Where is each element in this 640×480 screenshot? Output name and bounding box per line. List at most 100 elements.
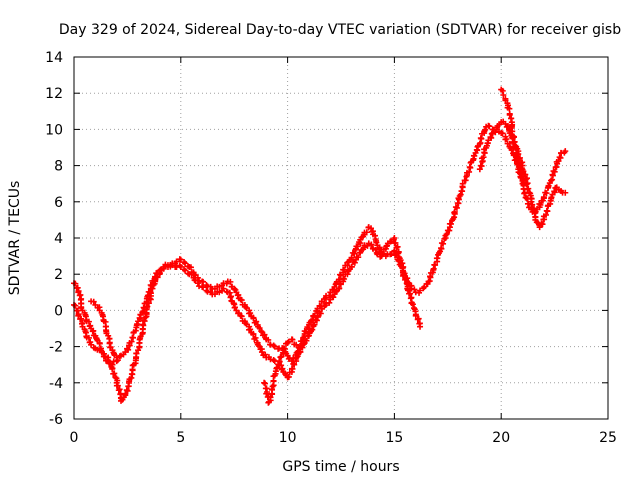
- data-point: [412, 312, 419, 319]
- data-point-fill: [187, 264, 194, 271]
- data-point-fill: [513, 160, 520, 167]
- data-point: [271, 343, 278, 350]
- data-point-fill: [78, 315, 85, 322]
- data-point-fill: [551, 168, 558, 175]
- data-point-fill: [529, 201, 536, 208]
- data-point-fill: [432, 262, 439, 269]
- data-point: [500, 92, 507, 99]
- data-point-fill: [447, 220, 454, 227]
- data-point: [506, 111, 513, 118]
- data-point-fill: [452, 204, 459, 211]
- data-point-fill: [130, 334, 137, 341]
- data-point-fill: [156, 270, 163, 277]
- data-point-fill: [107, 344, 114, 351]
- data-point: [562, 148, 569, 155]
- data-point-fill: [549, 176, 556, 183]
- data-point-fill: [506, 105, 513, 112]
- data-point-fill: [261, 331, 268, 338]
- data-point-fill: [482, 126, 489, 133]
- data-point-fill: [537, 201, 544, 208]
- data-point: [269, 383, 276, 390]
- data-point-fill: [415, 315, 422, 322]
- data-points: [71, 86, 569, 406]
- data-point: [220, 285, 227, 292]
- data-point-fill: [72, 280, 79, 287]
- data-point-fill: [556, 154, 563, 161]
- data-point-fill: [516, 169, 523, 176]
- data-point-fill: [98, 347, 105, 354]
- data-point-fill: [443, 231, 450, 238]
- data-point-fill: [74, 307, 81, 314]
- x-tick-label: 10: [279, 430, 297, 446]
- data-point-fill: [516, 154, 523, 161]
- y-axis-label: SDTVAR / TECUs: [7, 181, 23, 296]
- y-tick-label: 0: [54, 303, 63, 319]
- data-point-fill: [285, 338, 292, 345]
- data-point-fill: [145, 300, 152, 307]
- data-point: [182, 267, 189, 274]
- data-point-fill: [516, 155, 523, 162]
- data-point-fill: [393, 244, 400, 251]
- data-point-fill: [265, 336, 272, 343]
- y-tick-label: 2: [54, 267, 63, 283]
- data-point-fill: [317, 310, 324, 317]
- data-point-fill: [543, 190, 550, 197]
- plot-frame: [73, 56, 609, 420]
- data-point-fill: [522, 171, 529, 178]
- data-point-fill: [440, 240, 447, 247]
- data-point-fill: [512, 156, 519, 163]
- y-tick-label: -6: [49, 412, 63, 428]
- data-point-fill: [539, 221, 546, 228]
- data-point-fill: [520, 168, 527, 175]
- data-point-fill: [451, 208, 458, 215]
- data-point: [75, 312, 82, 319]
- data-point-fill: [114, 382, 121, 389]
- y-tick-label: 10: [45, 122, 63, 138]
- data-point-fill: [392, 239, 399, 246]
- data-point-fill: [341, 266, 348, 273]
- data-point-fill: [154, 274, 161, 281]
- data-point: [417, 287, 424, 294]
- y-tick-label: 4: [54, 231, 63, 247]
- data-point-fill: [404, 287, 411, 294]
- data-point-fill: [293, 354, 300, 361]
- data-point-fill: [540, 193, 547, 200]
- data-point-fill: [453, 204, 460, 211]
- data-point-fill: [231, 285, 238, 292]
- x-tick-label: 5: [176, 430, 185, 446]
- y-tick-label: 14: [45, 50, 63, 66]
- data-point-fill: [363, 229, 370, 236]
- data-point-fill: [311, 321, 318, 328]
- data-point-fill: [112, 374, 119, 381]
- data-point-fill: [111, 370, 118, 377]
- data-point-fill: [309, 326, 316, 333]
- data-point-fill: [348, 254, 355, 261]
- y-tick-label: 8: [54, 159, 63, 175]
- data-point-fill: [109, 365, 116, 372]
- data-point-fill: [133, 350, 140, 357]
- data-point-fill: [341, 276, 348, 283]
- data-point-fill: [400, 271, 407, 278]
- data-point-fill: [297, 348, 304, 355]
- data-point: [194, 280, 201, 287]
- data-point-fill: [518, 172, 525, 179]
- chart-title: Day 329 of 2024, Sidereal Day-to-day VTE…: [59, 22, 621, 38]
- y-tick-label: 6: [54, 195, 63, 211]
- data-point-fill: [510, 152, 517, 159]
- axis-ticks: [73, 56, 609, 420]
- data-point-fill: [399, 272, 406, 279]
- data-point-fill: [238, 297, 245, 304]
- x-tick-label: 25: [599, 430, 617, 446]
- data-point-fill: [326, 299, 333, 306]
- y-tick-label: -2: [49, 340, 63, 356]
- data-point-fill: [256, 325, 263, 332]
- data-point-fill: [299, 344, 306, 351]
- data-point-fill: [270, 378, 277, 385]
- data-point-fill: [250, 315, 257, 322]
- data-point-fill: [262, 351, 269, 358]
- data-point: [536, 224, 543, 231]
- data-point-fill: [408, 294, 415, 301]
- data-point-fill: [250, 331, 257, 338]
- data-point-fill: [124, 345, 131, 352]
- data-point-fill: [355, 254, 362, 261]
